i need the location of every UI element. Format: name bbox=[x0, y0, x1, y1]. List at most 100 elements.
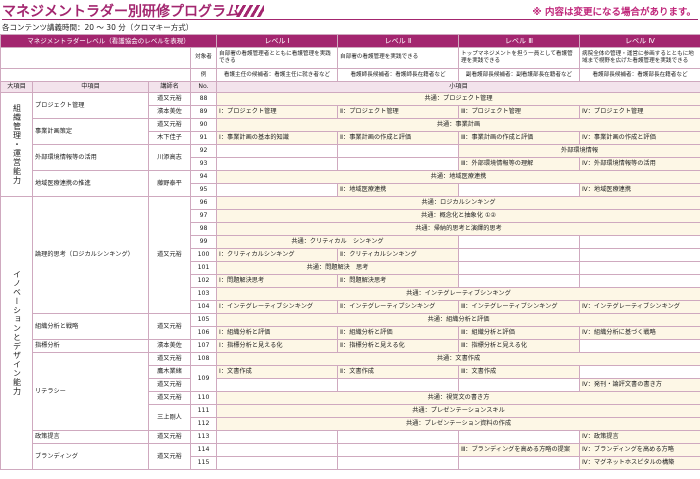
number: 90 bbox=[190, 118, 217, 132]
target: 自部署の看護管理を実践できる bbox=[337, 47, 459, 69]
number: 93 bbox=[190, 157, 217, 171]
program-table: マネジメントラダーレベル（看護協会のレベルを表現） レベル Ⅰ レベル Ⅱ レベル Ⅲ… bbox=[0, 34, 700, 470]
column-header: 中項目 bbox=[32, 81, 149, 93]
program-row: 103 共通：インテグレーティブシンキング bbox=[1, 287, 700, 301]
empty-cell bbox=[216, 144, 338, 158]
sub-item: Ⅱ：プロジェクト管理 bbox=[337, 105, 459, 119]
major-item: イノベーションとデザイン能力 bbox=[0, 196, 33, 470]
number: 103 bbox=[190, 287, 217, 301]
column-header: 小項目 bbox=[216, 81, 700, 93]
empty-cell bbox=[458, 430, 580, 444]
sub-item: Ⅳ：ブランディングを高める方略 bbox=[579, 443, 700, 457]
empty-cell bbox=[216, 443, 338, 457]
empty-cell bbox=[216, 157, 338, 171]
sub-item: Ⅲ：ブランディングを高める方略の提案 bbox=[458, 443, 580, 457]
empty-cell bbox=[216, 456, 338, 470]
number: 114 bbox=[190, 443, 217, 457]
empty-cell bbox=[337, 443, 459, 457]
ladder-label: マネジメントラダーレベル（看護協会のレベルを表現） bbox=[0, 34, 217, 48]
note: ※ 内容は変更になる場合があります。 bbox=[532, 7, 696, 18]
number: 89 bbox=[190, 105, 217, 119]
example: 看護部長候補者：看護部長在籍者など bbox=[579, 68, 700, 82]
number: 88 bbox=[190, 92, 217, 106]
sub-item: Ⅲ：インテグレーティブシンキング bbox=[458, 300, 580, 314]
middle-item: 地域医療連携の推進 bbox=[32, 170, 149, 197]
lecturer: 濱本美佐 bbox=[148, 339, 191, 353]
empty-cell bbox=[337, 378, 459, 392]
empty-cell bbox=[216, 183, 338, 197]
middle-item: 指標分析 bbox=[32, 339, 149, 353]
sub-item: Ⅲ：プロジェクト管理 bbox=[458, 105, 580, 119]
level-header: レベル Ⅰ bbox=[216, 34, 338, 48]
empty-cell bbox=[337, 144, 459, 158]
number: 106 bbox=[190, 326, 217, 340]
blank bbox=[0, 47, 191, 69]
common-item: 共通：事業計画 bbox=[216, 118, 700, 132]
number: 104 bbox=[190, 300, 217, 314]
program-row: ブランディング 道又元裕 114 Ⅲ：ブランディングを高める方略の提案 Ⅳ：ブランディン… bbox=[1, 443, 700, 470]
empty-cell bbox=[337, 456, 459, 470]
program-row: 指標分析 濱本美佐 107 Ⅰ：指標分析と見える化 Ⅱ：指標分析と見える化 Ⅲ：指標分析と… bbox=[1, 339, 700, 353]
empty-cell bbox=[216, 378, 338, 392]
empty-cell bbox=[579, 261, 700, 275]
empty-cell bbox=[458, 235, 580, 249]
sub-item: Ⅳ：地域医療連携 bbox=[579, 183, 700, 197]
empty-cell bbox=[579, 235, 700, 249]
sub-item: Ⅳ：マグネットホスピタルの構築 bbox=[579, 456, 700, 470]
lecturer: 道又元裕 bbox=[148, 352, 191, 366]
lecturer: 鷹木業緒 bbox=[148, 365, 191, 379]
column-header-row: 大項目 中項目 講師名 No. 小項目 bbox=[0, 81, 700, 93]
target-row: 対象者 自部署の看護管理者とともに看護管理を実践できる 自部署の看護管理を実践できる… bbox=[0, 47, 700, 69]
sub-item: Ⅰ：プロジェクト管理 bbox=[216, 105, 338, 119]
middle-item: 組織分析と戦略 bbox=[32, 313, 149, 340]
number: 100 bbox=[190, 248, 217, 262]
program-row: 外部環境情報等の活用 川添高志 92 外部環境情報 bbox=[1, 144, 700, 171]
program-row: 98 共通：帰納的思考と演繹的思考 bbox=[1, 222, 700, 236]
sub-item: Ⅲ：組織分析と評価 bbox=[458, 326, 580, 340]
lecturer: 道又元裕 bbox=[148, 118, 191, 132]
empty-cell bbox=[458, 183, 580, 197]
lecturer: 木下佳子 bbox=[148, 131, 191, 145]
lecturer: 川添高志 bbox=[148, 144, 191, 171]
sub-item: Ⅳ：インテグレーティブシンキング bbox=[579, 300, 700, 314]
program-row: 濱本美佐 89 Ⅰ：プロジェクト管理 Ⅱ：プロジェクト管理 Ⅲ：プロジェクト管理 Ⅳ：プロ… bbox=[1, 105, 700, 119]
common-item: 共通：ロジカルシンキング bbox=[216, 196, 700, 210]
sub-item: Ⅱ：指標分析と見える化 bbox=[337, 339, 459, 353]
column-header: 大項目 bbox=[0, 81, 33, 93]
lecturer: 道又元裕 bbox=[148, 430, 191, 444]
level-header: レベル Ⅲ bbox=[458, 34, 580, 48]
number: 113 bbox=[190, 430, 217, 444]
empty-cell bbox=[337, 157, 459, 171]
number: 107 bbox=[190, 339, 217, 353]
common-item: 共通：プレゼンテーションスキル bbox=[216, 404, 700, 418]
blank bbox=[0, 68, 191, 82]
common-item: 共通：クリティカル シンキング bbox=[216, 235, 459, 249]
example: 看護師長候補者：看護師長在籍者など bbox=[337, 68, 459, 82]
number: 111 bbox=[190, 404, 217, 418]
number: 109 bbox=[190, 365, 217, 392]
number: 108 bbox=[190, 352, 217, 366]
sub-item: Ⅳ：外部環境情報等の活用 bbox=[579, 157, 700, 171]
example-label: 例 bbox=[190, 68, 217, 82]
lecturer: 道又元裕 bbox=[148, 378, 191, 392]
sub-item: Ⅰ：組織分析と評価 bbox=[216, 326, 338, 340]
header: マネジメントラダー別研修プログラム ※ 内容は変更になる場合があります。 bbox=[0, 0, 700, 22]
number: 96 bbox=[190, 196, 217, 210]
program-row: 道又元裕 110 共通：視覚文の書き方 bbox=[1, 391, 700, 405]
program-row: 鷹木業緒 109 Ⅰ：文書作成 Ⅱ：文書作成 Ⅲ：文書作成 bbox=[1, 365, 700, 392]
level-header: レベル Ⅳ bbox=[579, 34, 700, 48]
sub-item: Ⅱ：事業計画の作成と評価 bbox=[337, 131, 459, 145]
target: 自部署の看護管理者とともに看護管理を実践できる bbox=[216, 47, 338, 69]
target: 病院全体の管理・運営に参画するとともに地域まで視野を広げた看護管理を実践できる bbox=[579, 47, 700, 69]
empty-cell bbox=[216, 430, 338, 444]
empty-cell bbox=[458, 378, 580, 392]
empty-cell bbox=[337, 430, 459, 444]
sub-item: Ⅲ：外部環境情報等の理解 bbox=[458, 157, 580, 171]
sub-item: Ⅳ：事業計画の作成と評価 bbox=[579, 131, 700, 145]
example-row: 例看護主任の候補者：看護主任に就き者など 看護師長候補者：看護師長在籍者など 副看護… bbox=[0, 68, 700, 82]
lecturer: 三上剛人 bbox=[148, 404, 191, 431]
number: 115 bbox=[190, 456, 217, 470]
sub-item: Ⅳ：組織分析に基づく戦略 bbox=[579, 326, 700, 340]
program-row: 99 共通：クリティカル シンキング bbox=[1, 235, 700, 249]
